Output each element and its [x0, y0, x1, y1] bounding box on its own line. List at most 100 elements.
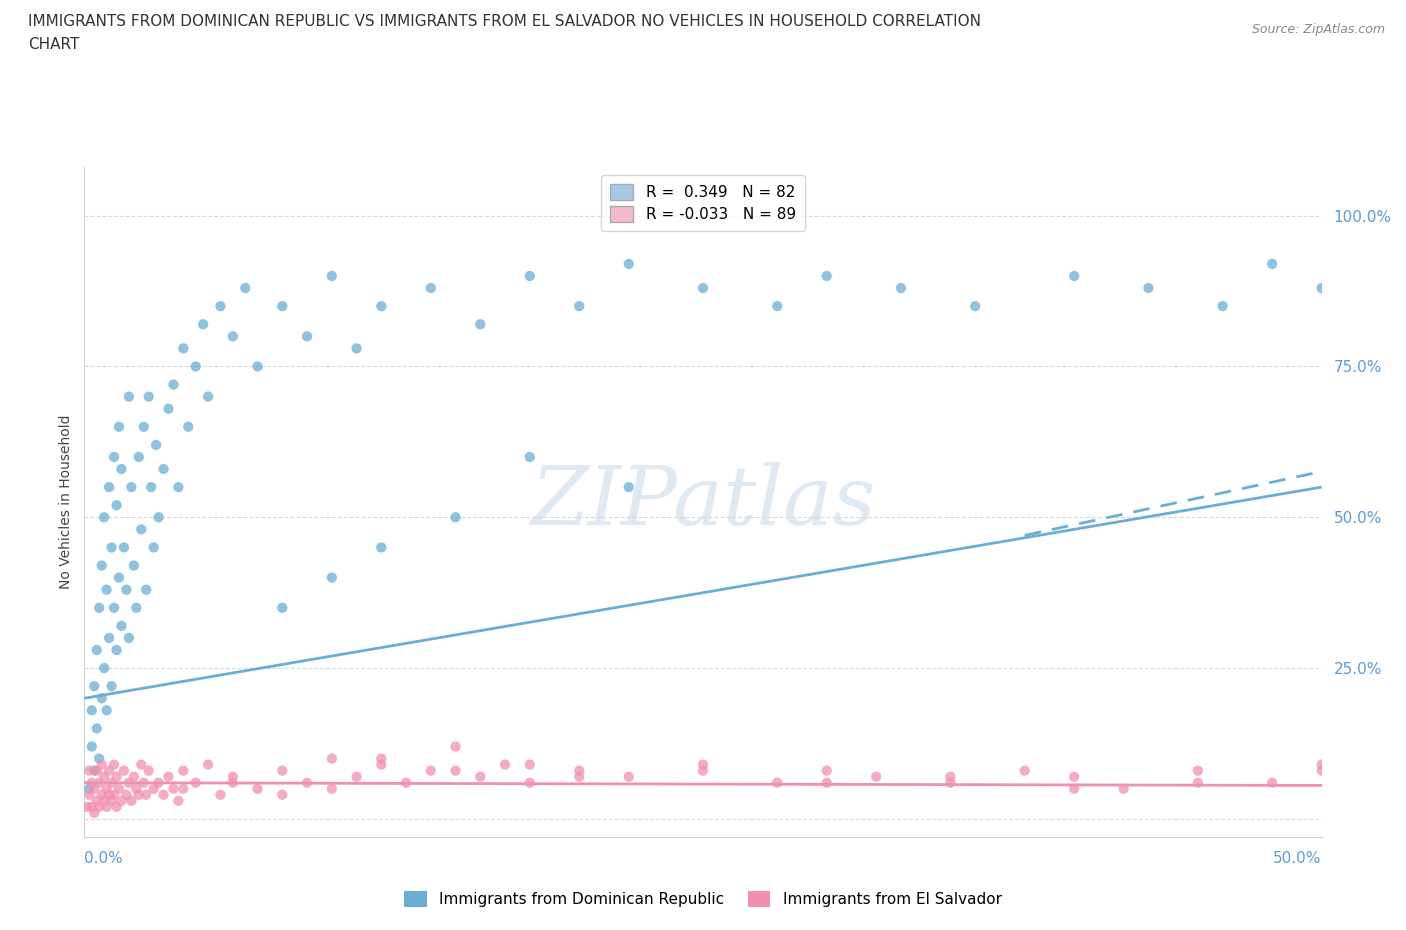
Point	[470, 769, 492, 784]
Point	[815, 776, 838, 790]
Legend: Immigrants from Dominican Republic, Immigrants from El Salvador: Immigrants from Dominican Republic, Immi…	[398, 884, 1008, 913]
Point	[157, 769, 180, 784]
Text: 50.0%: 50.0%	[1274, 851, 1322, 866]
Point	[96, 800, 118, 815]
Point	[103, 757, 125, 772]
Point	[142, 540, 165, 555]
Point	[96, 703, 118, 718]
Point	[444, 739, 467, 754]
Point	[157, 401, 180, 416]
Point	[191, 317, 214, 332]
Point	[79, 781, 101, 796]
Point	[135, 788, 157, 803]
Point	[568, 764, 591, 778]
Point	[519, 757, 541, 772]
Point	[815, 764, 838, 778]
Point	[1261, 257, 1284, 272]
Point	[370, 299, 392, 313]
Point	[167, 793, 190, 808]
Point	[1212, 299, 1234, 313]
Point	[89, 601, 111, 616]
Point	[138, 389, 160, 404]
Point	[1310, 757, 1333, 772]
Point	[444, 764, 467, 778]
Point	[184, 776, 207, 790]
Point	[128, 449, 150, 464]
Point	[90, 691, 112, 706]
Point	[1137, 281, 1160, 296]
Point	[148, 776, 170, 790]
Point	[86, 764, 108, 778]
Point	[103, 788, 125, 803]
Point	[145, 437, 167, 452]
Point	[105, 800, 128, 815]
Point	[939, 769, 962, 784]
Point	[105, 643, 128, 658]
Point	[692, 757, 714, 772]
Point	[939, 776, 962, 790]
Point	[172, 764, 194, 778]
Point	[90, 757, 112, 772]
Point	[79, 764, 101, 778]
Point	[129, 757, 152, 772]
Point	[152, 461, 174, 476]
Point	[419, 281, 441, 296]
Point	[132, 776, 155, 790]
Point	[395, 776, 418, 790]
Point	[118, 776, 141, 790]
Point	[1063, 269, 1085, 284]
Y-axis label: No Vehicles in Household: No Vehicles in Household	[59, 415, 73, 590]
Point	[86, 643, 108, 658]
Point	[129, 522, 152, 537]
Point	[135, 582, 157, 597]
Point	[96, 781, 118, 796]
Point	[80, 703, 103, 718]
Point	[617, 480, 640, 495]
Point	[1187, 764, 1209, 778]
Point	[118, 631, 141, 645]
Point	[321, 751, 343, 766]
Point	[96, 582, 118, 597]
Point	[100, 793, 122, 808]
Point	[617, 769, 640, 784]
Point	[519, 449, 541, 464]
Point	[1261, 776, 1284, 790]
Point	[86, 721, 108, 736]
Point	[83, 679, 105, 694]
Point	[98, 788, 121, 803]
Point	[110, 461, 132, 476]
Point	[172, 781, 194, 796]
Point	[815, 269, 838, 284]
Point	[184, 359, 207, 374]
Point	[93, 660, 115, 675]
Point	[128, 788, 150, 803]
Point	[197, 389, 219, 404]
Point	[125, 781, 148, 796]
Point	[112, 764, 135, 778]
Text: Source: ZipAtlas.com: Source: ZipAtlas.com	[1251, 23, 1385, 36]
Point	[692, 764, 714, 778]
Point	[568, 769, 591, 784]
Point	[93, 510, 115, 525]
Point	[83, 781, 105, 796]
Point	[100, 540, 122, 555]
Point	[162, 378, 184, 392]
Point	[115, 582, 138, 597]
Point	[98, 764, 121, 778]
Point	[80, 800, 103, 815]
Point	[167, 480, 190, 495]
Point	[105, 498, 128, 512]
Point	[172, 341, 194, 356]
Point	[519, 776, 541, 790]
Point	[1310, 764, 1333, 778]
Point	[519, 269, 541, 284]
Point	[209, 299, 232, 313]
Point	[89, 751, 111, 766]
Point	[79, 788, 101, 803]
Point	[1014, 764, 1036, 778]
Point	[141, 480, 163, 495]
Point	[1063, 781, 1085, 796]
Point	[295, 329, 318, 344]
Point	[83, 805, 105, 820]
Point	[965, 299, 987, 313]
